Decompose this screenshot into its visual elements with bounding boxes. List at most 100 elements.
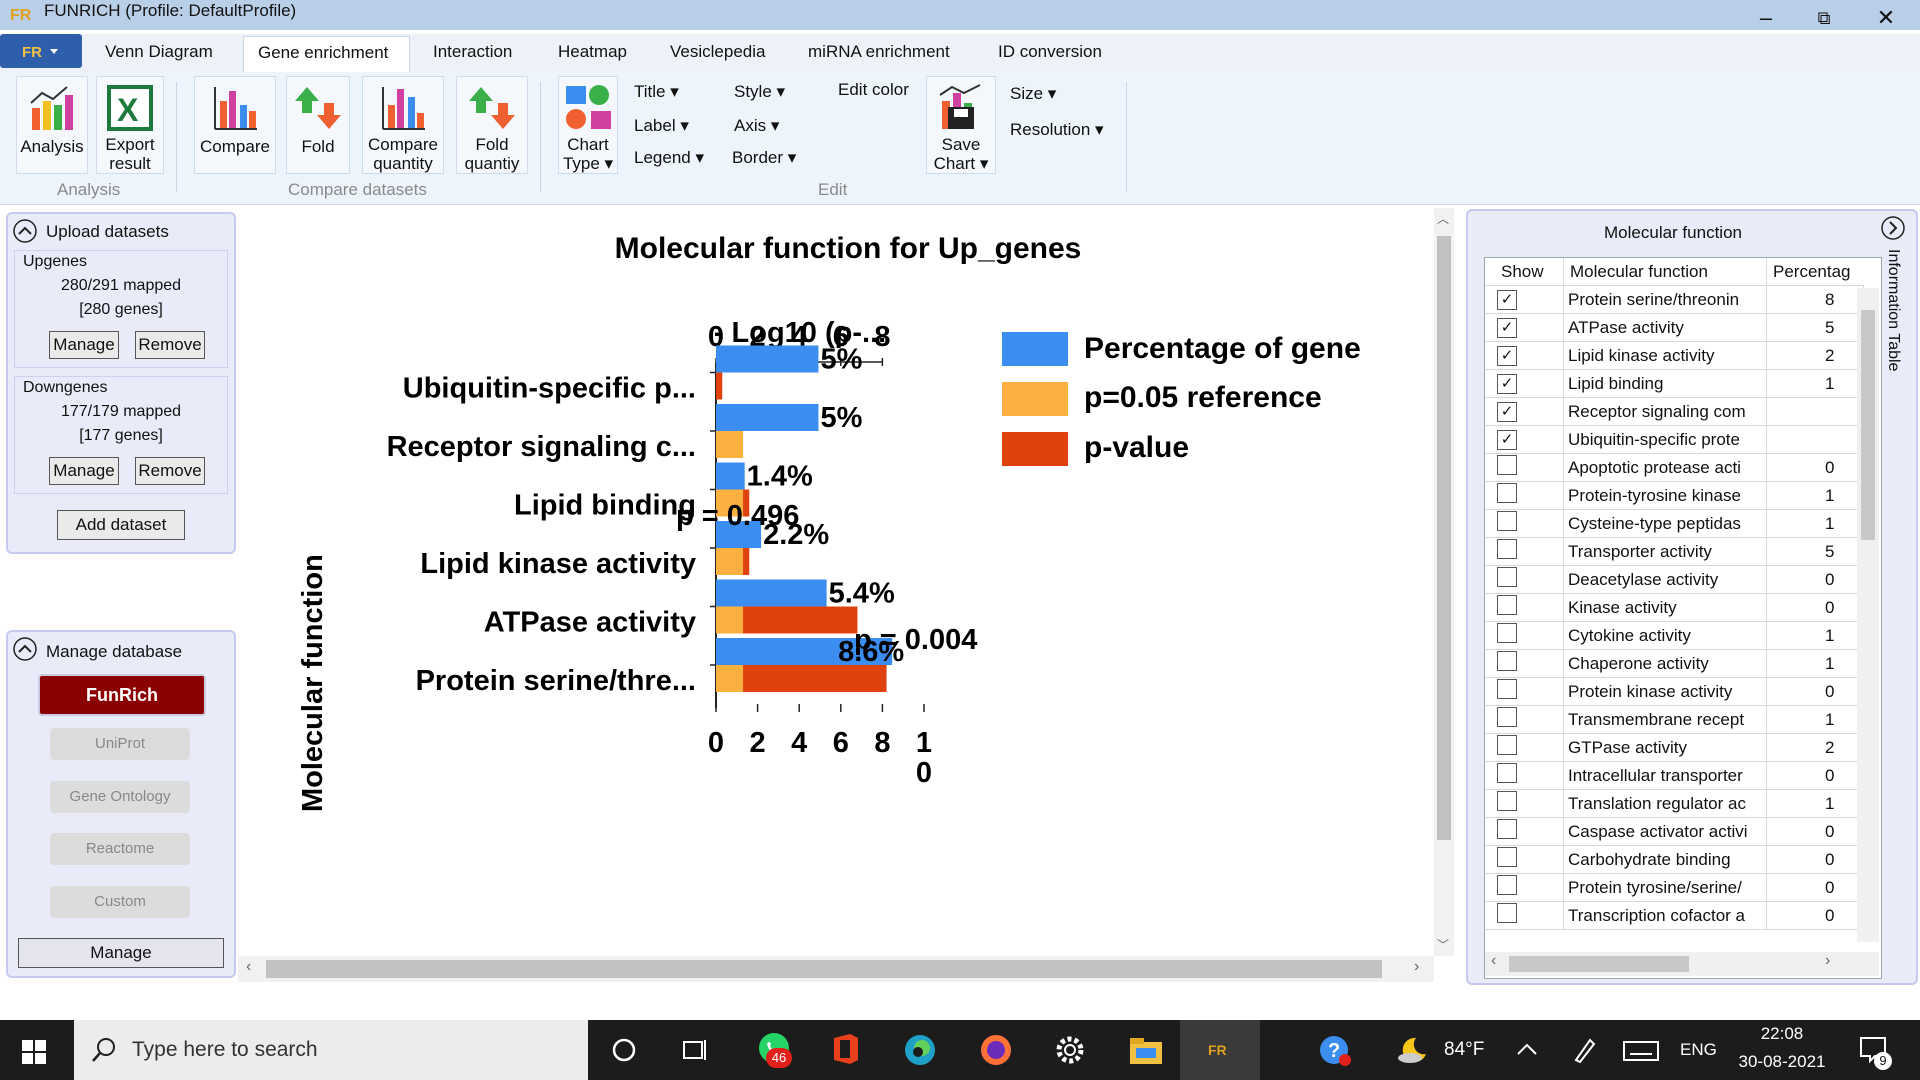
show-checkbox[interactable]: ✓ — [1497, 318, 1517, 338]
keyboard-icon[interactable] — [1622, 1040, 1660, 1062]
tab-mirna-enrichment[interactable]: miRNA enrichment — [808, 42, 950, 61]
table-row[interactable]: Translation regulator ac 1 — [1485, 789, 1864, 818]
app-menu-button[interactable]: FR — [0, 34, 82, 68]
show-checkbox[interactable] — [1497, 511, 1517, 531]
uniprot-database-button[interactable]: UniProt — [50, 728, 190, 760]
show-checkbox[interactable] — [1497, 651, 1517, 671]
column-header-percentage[interactable]: Percentag — [1773, 261, 1851, 281]
show-checkbox[interactable] — [1497, 595, 1517, 615]
help-icon[interactable]: ? — [1318, 1034, 1352, 1068]
settings-gear-icon[interactable] — [1054, 1034, 1086, 1066]
table-row[interactable]: Caspase activator activi 0 — [1485, 817, 1864, 846]
show-checkbox[interactable] — [1497, 623, 1517, 643]
label-dropdown[interactable]: Label ▾ — [634, 116, 689, 135]
scroll-thumb[interactable] — [1509, 956, 1689, 972]
tab-interaction[interactable]: Interaction — [433, 42, 513, 61]
size-dropdown[interactable]: Size ▾ — [1010, 84, 1057, 103]
table-row[interactable]: ✓ Receptor signaling com — [1485, 397, 1864, 426]
table-row[interactable]: Deacetylase activity 0 — [1485, 565, 1864, 594]
scroll-thumb[interactable] — [1437, 236, 1451, 840]
table-row[interactable]: ✓ Protein serine/threonin 8 — [1485, 285, 1864, 314]
tab-id-conversion[interactable]: ID conversion — [998, 42, 1102, 61]
manage-database-button[interactable]: Manage — [18, 938, 224, 968]
information-table-side-tab[interactable]: Information Table — [1882, 249, 1906, 409]
scroll-down-icon[interactable]: ﹀ — [1437, 938, 1450, 952]
table-row[interactable]: Apoptotic protease acti 0 — [1485, 453, 1864, 482]
table-row[interactable]: Chaperone activity 1 — [1485, 649, 1864, 678]
tab-venn-diagram[interactable]: Venn Diagram — [105, 42, 213, 61]
show-checkbox[interactable] — [1497, 791, 1517, 811]
chart-horizontal-scrollbar[interactable]: ‹ › — [238, 956, 1434, 982]
add-dataset-button[interactable]: Add dataset — [57, 510, 185, 540]
scroll-thumb[interactable] — [266, 960, 1382, 978]
table-row[interactable]: Intracellular transporter 0 — [1485, 761, 1864, 790]
table-row[interactable]: Kinase activity 0 — [1485, 593, 1864, 622]
close-button[interactable]: ✕ — [1876, 5, 1896, 30]
analysis-button[interactable]: Analysis — [16, 76, 88, 174]
table-row[interactable]: Cytokine activity 1 — [1485, 621, 1864, 650]
chevron-up-icon[interactable] — [1516, 1042, 1538, 1056]
table-row[interactable]: Cysteine-type peptidas 1 — [1485, 509, 1864, 538]
show-checkbox[interactable] — [1497, 763, 1517, 783]
table-row[interactable]: Protein-tyrosine kinase 1 — [1485, 481, 1864, 510]
manage-dataset-button[interactable]: Manage — [49, 457, 119, 485]
edge-browser-icon[interactable] — [902, 1032, 938, 1068]
collapse-up-icon[interactable] — [12, 218, 38, 244]
table-row[interactable]: ✓ Lipid kinase activity 2 — [1485, 341, 1864, 370]
export-result-button[interactable]: X Export result — [96, 76, 164, 174]
gene-ontology-database-button[interactable]: Gene Ontology — [50, 781, 190, 813]
compare-quantity-button[interactable]: Compare quantity — [362, 76, 444, 174]
show-checkbox[interactable]: ✓ — [1497, 402, 1517, 422]
table-row[interactable]: Transporter activity 5 — [1485, 537, 1864, 566]
funrich-database-button[interactable]: FunRich — [38, 674, 206, 716]
show-checkbox[interactable]: ✓ — [1497, 430, 1517, 450]
scroll-up-icon[interactable]: ︿ — [1437, 212, 1450, 226]
scroll-thumb[interactable] — [1861, 310, 1875, 540]
table-row[interactable]: Protein kinase activity 0 — [1485, 677, 1864, 706]
table-row[interactable]: Transmembrane recept 1 — [1485, 705, 1864, 734]
collapse-up-icon[interactable] — [12, 636, 38, 662]
tab-gene-enrichment-active[interactable]: Gene enrichment — [243, 36, 410, 73]
language-indicator[interactable]: ENG — [1680, 1040, 1717, 1059]
office-icon[interactable] — [830, 1032, 862, 1066]
notification-center-icon[interactable] — [1858, 1034, 1890, 1066]
remove-dataset-button[interactable]: Remove — [135, 457, 205, 485]
table-row[interactable]: ✓ Ubiquitin-specific prote — [1485, 425, 1864, 454]
fold-button[interactable]: Fold — [286, 76, 350, 174]
collapse-right-icon[interactable] — [1880, 215, 1906, 241]
clock-date[interactable]: 30-08-2021 — [1738, 1052, 1826, 1071]
table-row[interactable]: ✓ Lipid binding 1 — [1485, 369, 1864, 398]
custom-database-button[interactable]: Custom — [50, 886, 190, 918]
table-row[interactable]: Carbohydrate binding 0 — [1485, 845, 1864, 874]
task-view-icon[interactable] — [680, 1036, 710, 1064]
resolution-dropdown[interactable]: Resolution ▾ — [1010, 120, 1104, 139]
column-header-molecular-function[interactable]: Molecular function — [1563, 258, 1767, 286]
minimize-button[interactable]: – — [1759, 5, 1773, 30]
show-checkbox[interactable]: ✓ — [1497, 290, 1517, 310]
taskbar-search-box[interactable]: Type here to search — [74, 1020, 588, 1080]
tab-heatmap[interactable]: Heatmap — [558, 42, 627, 61]
show-checkbox[interactable] — [1497, 679, 1517, 699]
show-checkbox[interactable] — [1497, 819, 1517, 839]
tab-gene-enrichment[interactable]: Gene enrichment — [258, 43, 389, 62]
show-checkbox[interactable] — [1497, 539, 1517, 559]
fold-quantiy-button[interactable]: Fold quantiy — [456, 76, 528, 174]
table-horizontal-scrollbar[interactable]: ‹ › — [1485, 952, 1879, 976]
chart-vertical-scrollbar[interactable]: ︿ ﹀ — [1434, 208, 1454, 956]
show-checkbox[interactable]: ✓ — [1497, 346, 1517, 366]
scroll-right-icon[interactable]: › — [1825, 952, 1831, 969]
windows-start-icon[interactable] — [22, 1040, 46, 1064]
show-checkbox[interactable] — [1497, 567, 1517, 587]
axis-dropdown[interactable]: Axis ▾ — [734, 116, 780, 135]
table-row[interactable]: GTPase activity 2 — [1485, 733, 1864, 762]
title-dropdown[interactable]: Title ▾ — [634, 82, 679, 101]
scroll-left-icon[interactable]: ‹ — [1491, 952, 1497, 969]
show-checkbox[interactable] — [1497, 735, 1517, 755]
pen-icon[interactable] — [1570, 1036, 1596, 1064]
chart-type-button[interactable]: Chart Type ▾ — [558, 76, 618, 174]
show-checkbox[interactable] — [1497, 903, 1517, 923]
reactome-database-button[interactable]: Reactome — [50, 833, 190, 865]
border-dropdown[interactable]: Border ▾ — [732, 148, 797, 167]
firefox-icon[interactable] — [978, 1032, 1014, 1068]
file-explorer-icon[interactable] — [1128, 1036, 1164, 1066]
